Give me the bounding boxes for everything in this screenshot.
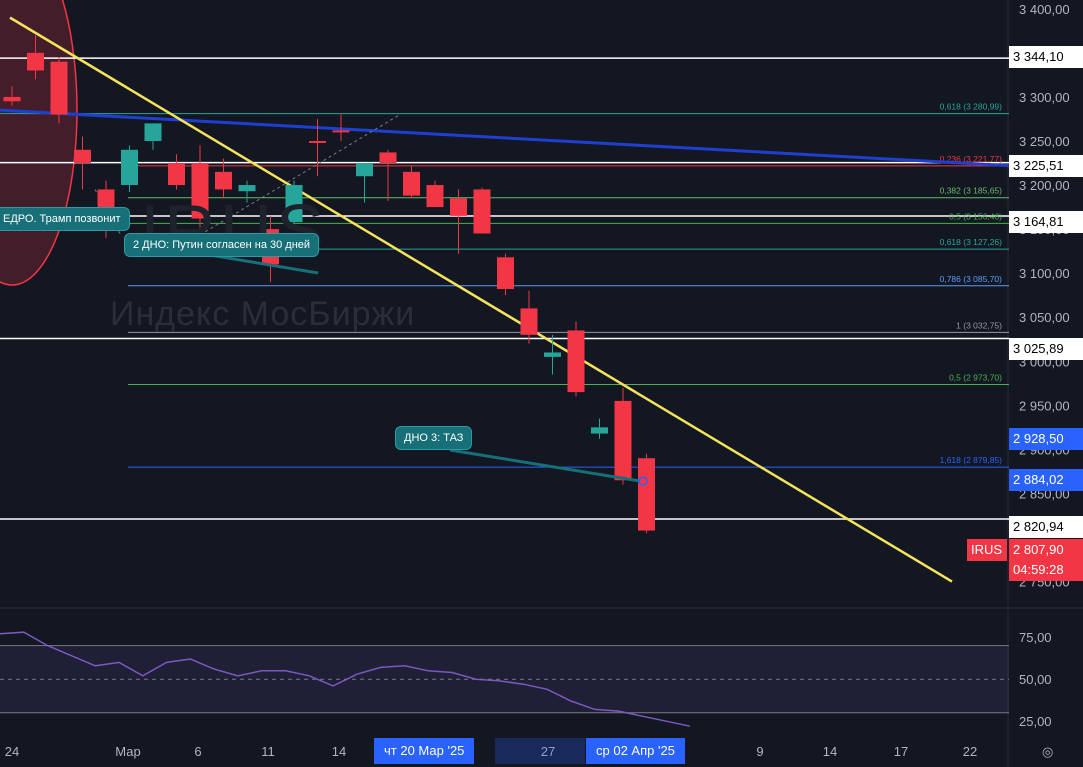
level-tag-2820[interactable]: 2 820,94 [1009,516,1083,538]
last-price-tag[interactable]: 2 807,90 [1009,539,1083,561]
candle-body [121,149,138,186]
last-date-tag: ср 02 Апр '25 [586,738,685,764]
time-tick-label: 27 [541,744,555,759]
time-tick-label: 11 [261,744,275,759]
candle-body [215,171,232,190]
annotation-pointer [449,448,641,483]
candle-body [497,257,514,290]
fib-level-label: 0,786 (3 085,70) [940,274,1003,284]
fib-level-label: 0,382 (3 185,65) [940,186,1003,196]
annotation-label-3[interactable]: ДНО 3: ТАЗ [395,426,473,450]
fib-level-label: 0,5 (2 973,70) [949,372,1002,382]
fib-level-label: 1 (3 032,75) [956,320,1002,330]
time-tick-label: 14 [823,744,837,759]
trend-line-yellow [9,16,953,583]
price-tick-label: 3 100,00 [1019,266,1070,281]
time-tick-label: 17 [894,744,908,759]
dashed-line [194,114,401,239]
candle-body [285,185,303,223]
rsi-tick-label: 25,00 [1019,714,1052,729]
candle-body [567,330,585,393]
symbol-tag: IRUS [967,539,1007,561]
fib-level-label: 0,236 (3 221,77) [940,154,1003,164]
countdown-tag: 04:59:28 [1009,559,1083,581]
candle-body [168,163,185,186]
time-tick-label: Мар [115,744,140,759]
time-tick-label: 24 [5,744,19,759]
fib-level-label: 0,5 (3 156,46) [949,211,1002,221]
watermark-ticker: IRUS [140,191,329,271]
rsi-line [0,631,691,727]
price-tick-label: 3 400,00 [1019,2,1070,17]
fib-level-label: 1,618 (2 879,85) [940,455,1003,465]
time-tick-label: 22 [963,744,977,759]
candle-body [638,458,655,531]
candle-body [144,123,162,141]
candle-body [27,52,44,71]
crosshair-date-tag: чт 20 Мар '25 [374,738,475,764]
price-tick-label: 3 200,00 [1019,178,1070,193]
candle-body [191,163,209,219]
candle-body [450,198,467,216]
candle-body [520,308,538,335]
price-tag-2928[interactable]: 2 928,50 [1009,428,1083,450]
level-tag-3225[interactable]: 3 225,51 [1009,155,1083,177]
candle-body [3,96,21,102]
candle-body [403,171,420,196]
annotation-label-1[interactable]: ЕДРО. Трамп позвонит [0,207,130,231]
time-tick-label: 6 [194,744,201,759]
candle-body [426,185,444,208]
candle-body [614,400,632,481]
candle-body [591,427,608,434]
candle-body [74,149,91,164]
annotation-label-2[interactable]: 2 ДНО: Путин согласен на 30 дней [124,233,320,257]
price-tick-label: 3 050,00 [1019,310,1070,325]
rsi-tick-label: 75,00 [1019,630,1052,645]
watermark-name: Индекс МосБиржи [110,295,416,333]
rsi-tick-label: 50,00 [1019,672,1052,687]
trend-line-blue [0,108,1010,168]
price-tick-label: 3 250,00 [1019,134,1070,149]
level-tag-3164[interactable]: 3 164,81 [1009,211,1083,233]
price-tick-label: 2 950,00 [1019,398,1070,413]
candle-body [332,130,350,133]
price-tick-label: 3 300,00 [1019,90,1070,105]
candle-body [50,61,68,115]
fib-level-label: 0,618 (3 280,99) [940,102,1003,112]
fib-level-label: 0,618 (3 127,26) [940,237,1003,247]
candle-body [238,185,256,192]
candle-body [473,189,491,234]
candle-body [379,152,397,164]
price-tag-2884[interactable]: 2 884,02 [1009,469,1083,491]
annotation-anchor [638,476,648,486]
candle-body [309,140,326,143]
level-tag-3025[interactable]: 3 025,89 [1009,338,1083,360]
candle-body [356,163,373,177]
time-tick-label: 14 [332,744,346,759]
settings-icon[interactable]: ◎ [1042,744,1054,759]
annotation-pointer [209,253,319,275]
candle-body [544,352,561,357]
level-tag-3344[interactable]: 3 344,10 [1009,46,1083,68]
time-range-highlight [495,738,585,764]
time-tick-label: 9 [756,744,763,759]
